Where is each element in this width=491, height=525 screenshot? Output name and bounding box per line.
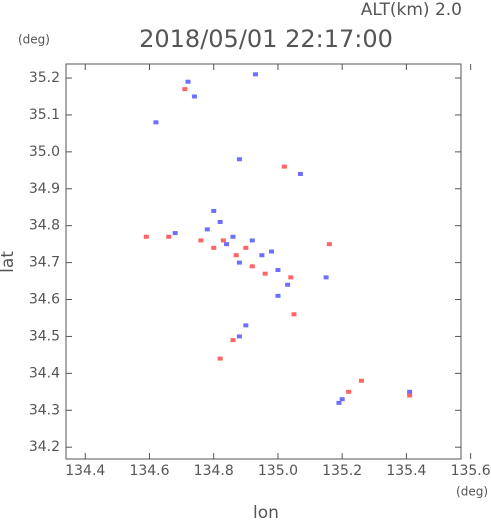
y-tick-label: 34.7 (29, 255, 60, 271)
echo-point (336, 400, 342, 405)
x-unit: (deg) (456, 485, 488, 499)
y-axis-label: lat (0, 251, 18, 273)
echo-point (326, 242, 332, 247)
x-tick-label: 134.8 (194, 463, 234, 479)
x-tick-label: 135.4 (386, 463, 426, 479)
echo-point (249, 264, 255, 269)
echo-point (217, 356, 223, 361)
echo-point (285, 282, 291, 287)
echo-point (243, 245, 249, 250)
echo-point (166, 234, 172, 239)
y-tick-label: 34.6 (29, 292, 60, 308)
chart-title: 2018/05/01 22:17:00 (139, 25, 393, 53)
x-tick-label: 135.2 (322, 463, 362, 479)
echo-point (291, 312, 297, 317)
echo-point (230, 338, 236, 343)
echo-point (281, 164, 287, 169)
y-tick-label: 35.0 (29, 144, 60, 160)
echo-point (323, 275, 329, 280)
echo-point (407, 393, 413, 398)
echo-point (407, 389, 413, 394)
subtitle: ALT(km) 2.0 (361, 0, 462, 20)
x-tick-label: 134.6 (129, 463, 169, 479)
x-axis-label: lon (253, 503, 279, 521)
echo-point (288, 275, 294, 280)
echo-point (275, 267, 281, 272)
y-unit: (deg) (18, 33, 50, 47)
x-tick-label: 135.0 (258, 463, 298, 479)
echo-point (204, 227, 210, 232)
y-tick-label: 34.3 (29, 402, 60, 418)
echo-point (358, 378, 364, 383)
echo-point (262, 271, 268, 276)
echo-point (233, 253, 239, 258)
echo-point (143, 234, 149, 239)
echo-point (297, 172, 303, 177)
echo-point (224, 242, 230, 247)
echo-point (269, 249, 275, 254)
y-tick-label: 35.1 (29, 107, 60, 123)
y-tick-label: 34.8 (29, 218, 60, 234)
echo-point (236, 334, 242, 339)
echo-point (339, 397, 345, 402)
y-tick-label: 35.2 (29, 70, 60, 86)
echo-point (346, 389, 352, 394)
echo-point (217, 220, 223, 224)
echo-point (252, 72, 258, 77)
echo-point (249, 238, 255, 243)
y-tick-label: 34.4 (29, 365, 60, 381)
echo-point (172, 231, 178, 236)
echo-point (236, 260, 242, 265)
echo-point (230, 234, 236, 239)
echo-point (243, 323, 249, 328)
echo-point (185, 79, 191, 84)
y-tick-label: 34.2 (29, 439, 60, 455)
y-tick-label: 34.5 (29, 328, 60, 344)
echo-point (211, 208, 217, 213)
echo-point (236, 157, 242, 162)
x-tick-label: 135.6 (451, 463, 491, 479)
x-tick-label: 134.4 (65, 463, 105, 479)
echo-point (259, 253, 265, 258)
y-tick-label: 34.9 (29, 181, 60, 197)
echo-point (182, 87, 188, 92)
echo-point (198, 238, 204, 243)
echo-point (275, 293, 281, 298)
echo-point (191, 94, 197, 99)
echo-point (211, 245, 217, 250)
echo-point (220, 238, 226, 243)
echo-point (153, 120, 159, 125)
plot-frame (65, 63, 462, 460)
